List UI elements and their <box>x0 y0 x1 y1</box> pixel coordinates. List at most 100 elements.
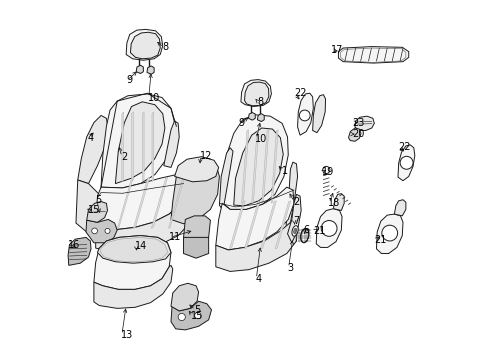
Polygon shape <box>257 114 264 122</box>
Text: 22: 22 <box>293 88 306 98</box>
Polygon shape <box>251 130 258 203</box>
Polygon shape <box>94 265 172 309</box>
Polygon shape <box>338 46 408 63</box>
Polygon shape <box>174 157 218 182</box>
Text: 10: 10 <box>255 134 267 144</box>
Polygon shape <box>122 112 123 182</box>
Text: 15: 15 <box>88 206 100 216</box>
Polygon shape <box>244 82 268 106</box>
Polygon shape <box>152 112 153 182</box>
Text: 13: 13 <box>121 330 133 340</box>
Ellipse shape <box>293 228 296 234</box>
Polygon shape <box>215 220 297 271</box>
Ellipse shape <box>300 229 308 243</box>
Polygon shape <box>354 116 373 131</box>
Polygon shape <box>241 80 271 107</box>
Polygon shape <box>248 113 255 120</box>
Polygon shape <box>133 177 149 228</box>
Polygon shape <box>96 175 185 229</box>
Polygon shape <box>233 128 283 206</box>
Polygon shape <box>260 201 276 249</box>
Polygon shape <box>130 32 160 59</box>
Polygon shape <box>136 65 143 73</box>
Polygon shape <box>171 159 219 224</box>
Text: 8: 8 <box>257 97 263 107</box>
Ellipse shape <box>291 226 298 236</box>
Text: 21: 21 <box>313 226 325 236</box>
Text: 2: 2 <box>121 152 127 162</box>
Polygon shape <box>96 203 187 252</box>
Text: 9: 9 <box>126 75 132 85</box>
Text: 4: 4 <box>255 274 261 284</box>
Polygon shape <box>376 214 402 253</box>
Polygon shape <box>287 194 301 243</box>
Circle shape <box>105 228 110 233</box>
Circle shape <box>321 221 336 236</box>
Polygon shape <box>397 145 414 181</box>
Text: 9: 9 <box>238 118 244 128</box>
Circle shape <box>178 314 185 320</box>
Text: 19: 19 <box>321 167 333 177</box>
Text: 5: 5 <box>96 195 102 205</box>
Polygon shape <box>183 237 208 258</box>
Polygon shape <box>274 201 290 249</box>
Text: 21: 21 <box>373 235 386 245</box>
Polygon shape <box>86 220 117 243</box>
Text: 17: 17 <box>330 45 343 55</box>
Circle shape <box>299 110 309 121</box>
Text: 12: 12 <box>199 150 212 161</box>
Polygon shape <box>394 200 405 216</box>
Text: 14: 14 <box>135 241 147 251</box>
Polygon shape <box>100 237 168 262</box>
Polygon shape <box>151 177 167 228</box>
Polygon shape <box>94 235 171 289</box>
Text: 18: 18 <box>327 198 340 208</box>
Polygon shape <box>229 201 244 249</box>
Circle shape <box>322 166 329 174</box>
Circle shape <box>92 228 97 234</box>
Text: 22: 22 <box>397 142 409 152</box>
Polygon shape <box>270 130 278 203</box>
Polygon shape <box>171 283 198 311</box>
Text: 5: 5 <box>194 305 200 315</box>
Polygon shape <box>215 187 293 250</box>
Text: 8: 8 <box>163 42 168 52</box>
Polygon shape <box>261 130 268 203</box>
Polygon shape <box>101 94 174 188</box>
Text: 10: 10 <box>147 93 160 103</box>
Circle shape <box>399 156 412 169</box>
Polygon shape <box>221 115 287 210</box>
Polygon shape <box>97 235 171 263</box>
Polygon shape <box>76 180 99 232</box>
Polygon shape <box>219 148 233 211</box>
Text: 16: 16 <box>68 239 80 249</box>
Text: 23: 23 <box>351 118 364 128</box>
Text: 1: 1 <box>282 166 288 176</box>
Polygon shape <box>147 66 154 74</box>
Polygon shape <box>241 130 248 203</box>
Polygon shape <box>312 95 325 133</box>
Polygon shape <box>78 116 108 184</box>
Text: 6: 6 <box>303 225 309 235</box>
Text: 20: 20 <box>351 129 364 139</box>
Polygon shape <box>142 112 144 182</box>
Polygon shape <box>244 201 260 249</box>
Text: 2: 2 <box>292 197 299 207</box>
Polygon shape <box>131 112 133 182</box>
Circle shape <box>194 312 201 319</box>
Polygon shape <box>126 30 163 60</box>
Text: 11: 11 <box>169 232 181 242</box>
Polygon shape <box>297 93 313 135</box>
Polygon shape <box>183 216 210 242</box>
Polygon shape <box>316 209 341 247</box>
Text: 15: 15 <box>191 311 203 320</box>
Polygon shape <box>163 121 179 167</box>
Polygon shape <box>171 301 211 330</box>
Polygon shape <box>285 162 297 230</box>
Polygon shape <box>168 177 184 228</box>
Text: 7: 7 <box>293 216 299 226</box>
Polygon shape <box>86 202 107 222</box>
Text: 4: 4 <box>88 133 94 143</box>
Polygon shape <box>348 128 360 141</box>
Polygon shape <box>333 194 344 211</box>
